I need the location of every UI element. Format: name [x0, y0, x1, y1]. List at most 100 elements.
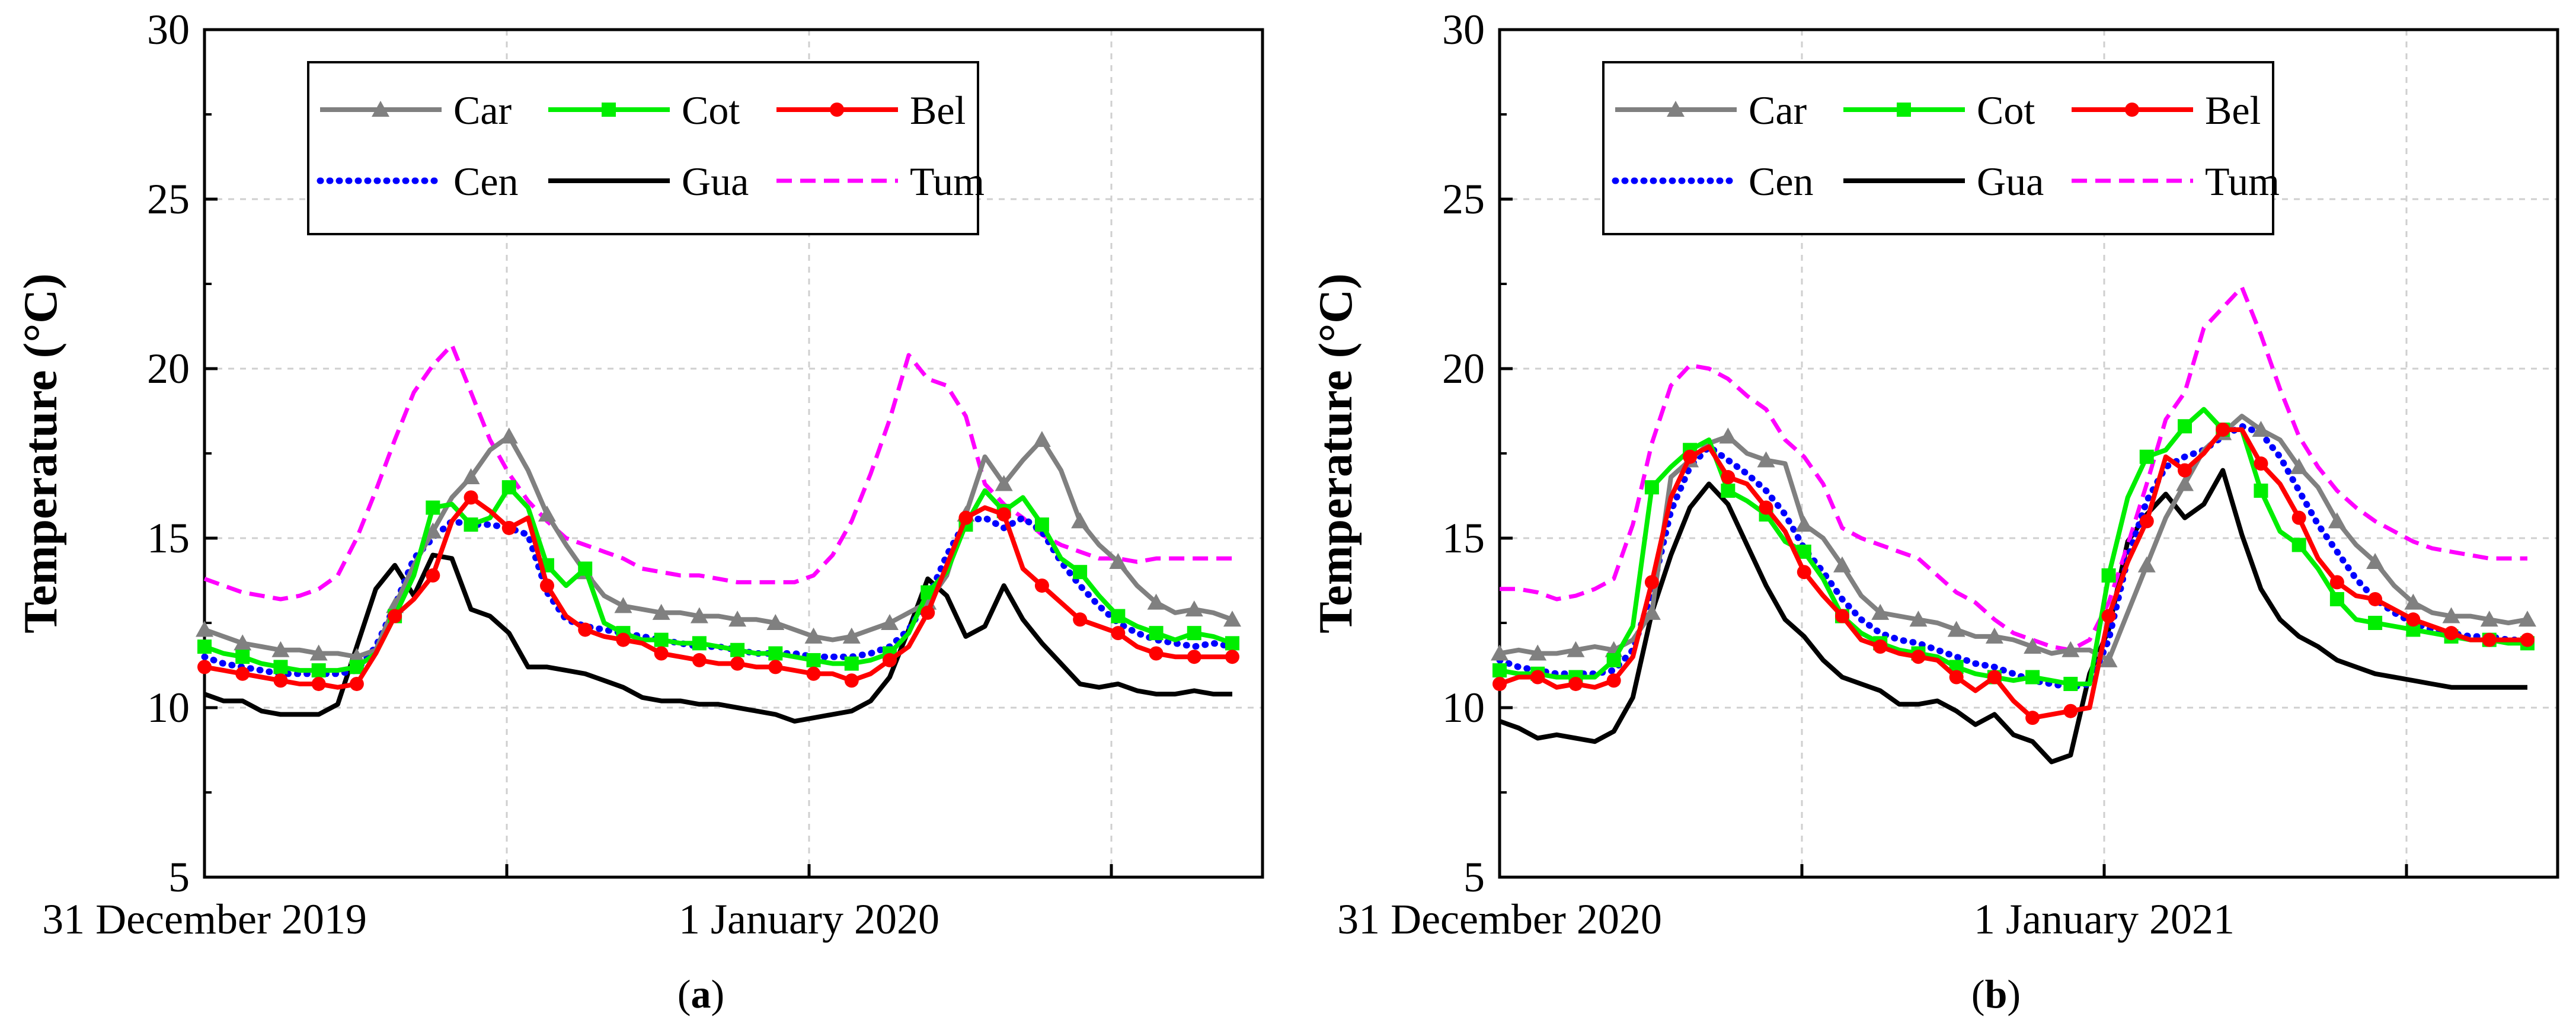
data-point-car: [1757, 451, 1775, 468]
data-point-cot: [349, 660, 364, 674]
data-point-cot: [2368, 616, 2383, 630]
legend-label: Tum: [910, 159, 985, 204]
panel-caption: (a): [677, 971, 724, 1016]
data-point-bel: [2444, 626, 2459, 641]
data-point-bel: [958, 510, 973, 525]
data-point-cot: [235, 650, 250, 664]
data-point-bel: [1530, 670, 1545, 685]
y-tick-label: 30: [147, 6, 190, 53]
data-point-car: [2024, 638, 2042, 654]
y-tick-label: 5: [168, 853, 190, 901]
series-bel: [197, 490, 1239, 691]
y-tick-label: 20: [1442, 345, 1485, 392]
data-point-bel: [2329, 575, 2344, 590]
data-point-car: [1833, 556, 1851, 573]
data-point-cot: [426, 500, 440, 515]
data-point-bel: [1873, 639, 1888, 654]
y-tick-label: 25: [147, 175, 190, 223]
series-gua: [1498, 468, 2527, 765]
data-point-car: [652, 603, 670, 620]
data-point-car: [1795, 516, 1813, 532]
data-point-bel: [1759, 500, 1773, 515]
x-tick-label: 1 January 2020: [679, 896, 939, 943]
x-tick-label: 1 January 2021: [1974, 896, 2235, 943]
data-point-bel: [578, 622, 593, 637]
chart-panel-b: 5 10 15 20 25 30 31 December 2020 1 January 202…: [1310, 6, 2559, 1016]
legend-label: Car: [453, 88, 512, 133]
series-car: [1491, 414, 2536, 667]
legend-label: Cen: [1749, 159, 1814, 204]
legend-label: Bel: [910, 88, 966, 133]
data-point-bel: [730, 656, 745, 671]
data-point-bel: [654, 646, 669, 661]
data-point-cot: [2291, 538, 2306, 552]
data-point-car: [1223, 610, 1241, 627]
data-point-car: [271, 641, 290, 657]
data-point-car: [1985, 627, 2003, 644]
series-line-bel: [1498, 427, 2527, 721]
panel-caption: (b): [1971, 971, 2021, 1016]
legend-label: Cot: [1977, 88, 2035, 133]
legend-label: Gua: [682, 159, 749, 204]
data-point-bel: [349, 676, 364, 691]
legend-entry-cot: Cot: [548, 88, 740, 133]
data-point-car: [1947, 621, 1965, 637]
data-point-car: [196, 621, 213, 637]
legend-label: Cen: [453, 159, 519, 204]
data-point-cot: [2178, 419, 2192, 434]
data-point-car: [1909, 610, 1928, 627]
data-point-bel: [1797, 565, 1811, 580]
data-point-car: [2404, 593, 2422, 610]
data-point-car: [538, 505, 556, 522]
data-point-bel: [1606, 673, 1621, 688]
series-line-tum: [203, 343, 1232, 602]
data-point-bel: [1683, 449, 1698, 464]
caption-paren-close: ): [2007, 971, 2021, 1016]
series-cen: [1496, 423, 2531, 691]
data-point-bel: [2025, 711, 2040, 725]
grid: [203, 30, 1263, 877]
data-point-car: [766, 614, 785, 630]
data-point-bel: [806, 666, 821, 681]
data-point-bel: [311, 676, 326, 691]
data-point-bel: [2216, 422, 2230, 437]
y-tick-label: 15: [1442, 514, 1485, 562]
data-point-cot: [806, 653, 821, 667]
data-point-cot: [578, 561, 593, 576]
data-point-car: [500, 427, 518, 444]
legend-label: Bel: [2205, 88, 2261, 133]
data-point-cot: [768, 646, 783, 661]
data-point-bel: [388, 609, 402, 623]
data-point-bel: [1492, 676, 1507, 691]
data-point-bel: [2178, 463, 2192, 478]
data-point-cot: [1111, 609, 1126, 623]
data-point-cot: [654, 632, 669, 647]
series-line-cen: [201, 514, 1236, 677]
data-point-bel: [2101, 609, 2116, 623]
legend: Car Cot Bel Cen Gua Tum: [307, 61, 985, 235]
data-point-bel: [2520, 632, 2535, 647]
legend-box: [1602, 61, 2274, 235]
caption-letter: a: [691, 971, 711, 1016]
data-point-bel: [273, 673, 288, 688]
data-point-bel: [1911, 650, 1926, 664]
data-point-bel: [921, 605, 935, 620]
series-line-tum: [1500, 285, 2527, 653]
data-point-car: [1567, 641, 1585, 657]
series-bel: [1492, 422, 2535, 725]
legend-label: Car: [1749, 88, 1807, 133]
y-axis-title: Temperature (°C): [15, 273, 67, 633]
data-point-car: [1147, 593, 1165, 610]
legend-box: [307, 61, 979, 235]
legend-label: Tum: [2205, 159, 2280, 204]
data-point-cot: [464, 517, 478, 532]
data-point-car: [1719, 427, 1737, 444]
data-point-cot: [311, 663, 326, 678]
series-tum: [203, 343, 1232, 602]
legend-label: Gua: [1977, 159, 2044, 204]
data-point-cot: [1149, 626, 1164, 641]
data-point-car: [1871, 603, 1890, 620]
legend-marker: [372, 101, 389, 117]
legend-marker: [1897, 103, 1911, 117]
